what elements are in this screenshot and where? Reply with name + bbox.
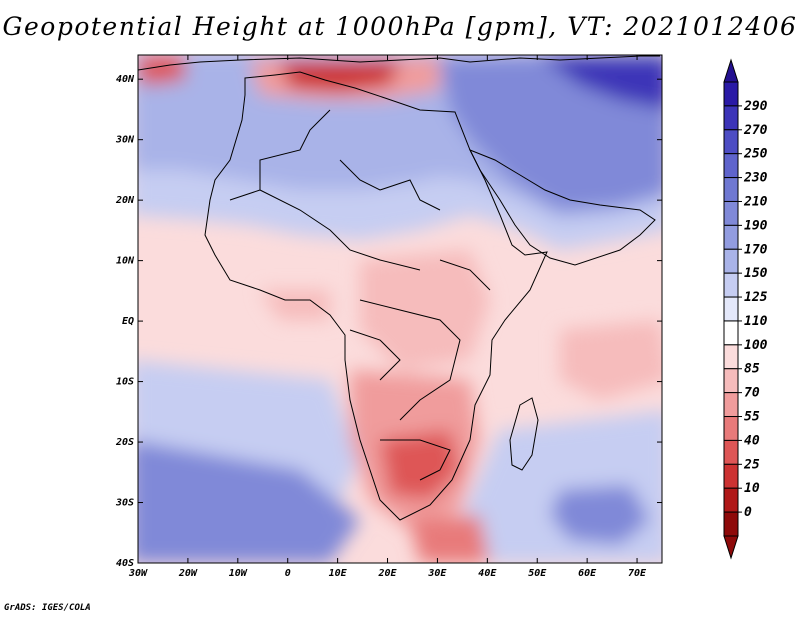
colorbar-label: 70: [744, 386, 760, 401]
border-3: [359, 299, 461, 421]
colorbar-swatch: [723, 200, 739, 226]
colorbar-label: 40: [744, 433, 760, 448]
colorbar-swatch: [723, 463, 739, 489]
colorbar-label: 10: [744, 481, 760, 496]
colorbar-swatch: [723, 81, 739, 107]
field-southeast-blob: [550, 485, 650, 545]
colorbar-label: 0: [744, 505, 752, 520]
plot-frame: [137, 54, 663, 564]
credit-label: GrADS: IGES/COLA: [4, 603, 91, 613]
colorbar-swatch: [723, 153, 739, 179]
lat-tick-label: 30N: [115, 135, 135, 146]
colorbar-swatch: [723, 368, 739, 394]
border-5: [229, 109, 331, 201]
field-eastocean-red: [560, 320, 662, 400]
lat-tick-label: 40N: [116, 74, 135, 85]
lat-tick-label: 20N: [115, 195, 135, 206]
lon-tick-label: 20W: [178, 568, 198, 579]
colorbar-label: 25: [743, 457, 760, 472]
colorbar-swatch: [723, 511, 739, 537]
colorbar-swatch: [723, 129, 739, 155]
colorbar-label: 210: [743, 194, 768, 209]
colorbar-swatch: [723, 416, 739, 441]
colorbar-swatch: [723, 248, 739, 274]
lon-tick-label: 20E: [377, 568, 397, 579]
field-mozchannel-red: [410, 515, 490, 563]
colorbar-top-arrow: [723, 58, 739, 83]
lon-tick-label: 40E: [478, 568, 497, 579]
colorbar-label: 290: [743, 99, 768, 114]
colorbar-swatch: [723, 439, 739, 465]
colorbar-label: 100: [744, 338, 768, 353]
border-6: [439, 259, 491, 291]
map-title: Geopotential Height at 1000hPa [gpm], VT…: [2, 12, 798, 41]
colorbar-label: 85: [744, 362, 760, 377]
field-med-darkred: [280, 60, 400, 92]
colorbar-bottom-arrow: [723, 535, 739, 560]
lat-axis: 40N 30N 20N 10N EQ 10S 20S 30S 40S: [115, 74, 662, 569]
border-1: [339, 159, 441, 211]
colorbar-label: 125: [744, 290, 768, 305]
field-central-red: [360, 250, 490, 370]
arabia-coastline: [468, 149, 656, 266]
colorbar-label: 190: [744, 218, 768, 233]
colorbar-swatch: [723, 272, 739, 298]
colorbar-label: 230: [743, 171, 768, 186]
field-sa-darkred: [380, 430, 460, 500]
lon-tick-label: 50E: [528, 568, 547, 579]
europe-coastline: [138, 55, 660, 71]
colorbar-swatch: [723, 344, 739, 370]
lon-tick-label: 0: [285, 568, 291, 579]
height-field: [138, 55, 662, 563]
colorbar-swatch: [723, 392, 739, 418]
colorbar-label: 170: [744, 242, 768, 257]
lon-tick-label: 60E: [578, 568, 597, 579]
colorbar-swatch: [723, 487, 739, 513]
africa-coastline: [204, 71, 548, 521]
colorbar-label: 250: [743, 147, 768, 162]
border-4: [380, 439, 451, 481]
colorbar-swatch: [723, 177, 739, 202]
field-south-blue: [138, 441, 360, 563]
colorbar-label: 150: [744, 266, 768, 281]
field-iberia-red: [138, 55, 185, 85]
lat-tick-label: EQ: [122, 316, 134, 327]
lon-tick-label: 30W: [128, 568, 148, 579]
field-sahara-blue: [330, 120, 460, 190]
border-2: [259, 189, 421, 271]
colorbar-swatch: [723, 320, 739, 346]
colorbar-swatch: [723, 296, 739, 322]
lat-tick-label: 30S: [115, 498, 134, 509]
colorbar-swatch: [723, 224, 739, 250]
colorbar-label: 270: [743, 123, 768, 138]
field-northeast-darkblue: [540, 55, 662, 109]
lon-tick-label: 70E: [628, 568, 647, 579]
lat-tick-label: 40S: [116, 558, 134, 569]
border-7: [349, 329, 401, 381]
lon-tick-label: 30E: [427, 568, 447, 579]
madagascar-coastline: [509, 397, 539, 471]
lat-tick-label: 20S: [115, 437, 134, 448]
lat-tick-label: 10S: [116, 377, 134, 388]
field-atlantic-blue: [140, 95, 300, 145]
lat-tick-label: 10N: [116, 256, 135, 267]
lon-tick-label: 10W: [229, 568, 248, 579]
lon-axis: 30W 20W 10W 0 10E 20E 30E 40E 50E 60E 70E: [128, 55, 647, 579]
colorbar-label: 55: [744, 410, 760, 425]
colorbar: 2902702502302101901701501251101008570554…: [723, 58, 768, 560]
lon-tick-label: 10E: [329, 568, 348, 579]
coastlines: [138, 55, 660, 521]
colorbar-label: 110: [744, 314, 768, 329]
colorbar-swatch: [723, 105, 739, 131]
